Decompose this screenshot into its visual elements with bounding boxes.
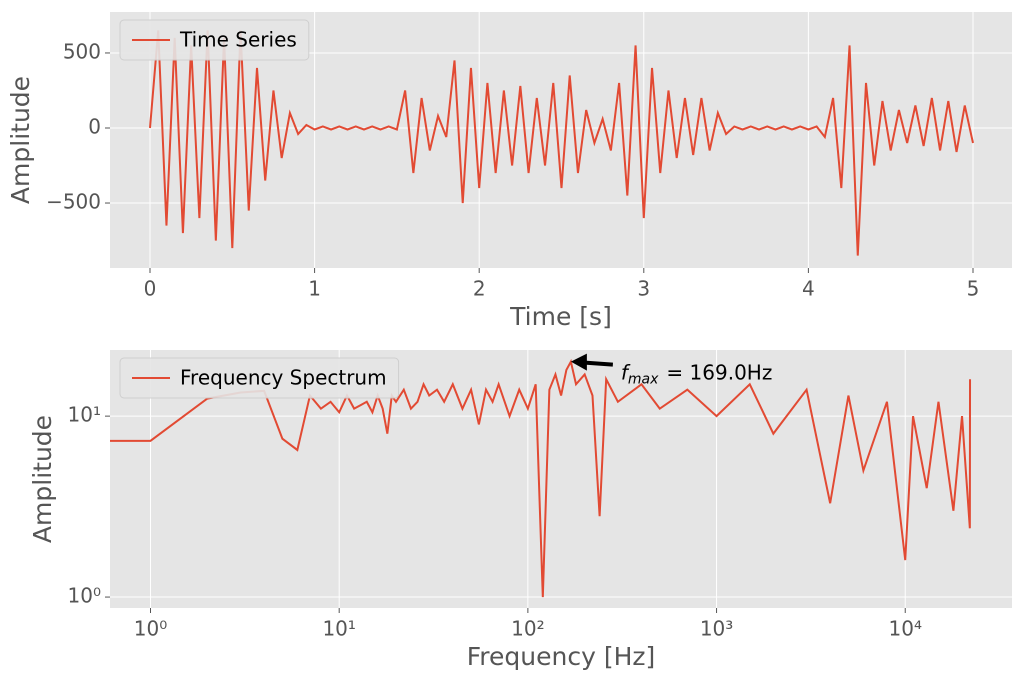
legend: Frequency Spectrum	[119, 357, 400, 399]
x-tick-label: 2	[473, 277, 486, 301]
y-axis-label: Amplitude	[28, 415, 57, 543]
y-tick-label: −500	[46, 190, 101, 214]
y-tick-label: 500	[63, 39, 101, 63]
annotation-symbol: f	[621, 360, 631, 384]
x-tick-label: 4	[802, 277, 815, 301]
x-tick-label: 5	[967, 277, 980, 301]
x-tick-label: 10⁴	[889, 617, 922, 641]
annotation-text: fmax = 169.0Hz	[621, 360, 772, 388]
y-axis-label: Amplitude	[6, 76, 35, 204]
series-line	[149, 30, 974, 256]
x-tick-label: 10³	[700, 617, 733, 641]
annotation-value: = 169.0Hz	[666, 360, 772, 384]
legend-box	[119, 357, 400, 399]
x-tick-label: 10¹	[322, 617, 355, 641]
x-tick-label: 10⁰	[134, 617, 167, 641]
x-tick-label: 1	[308, 277, 321, 301]
x-tick-label: 3	[637, 277, 650, 301]
x-tick-label: 10²	[511, 617, 544, 641]
annotation-arrow	[584, 360, 614, 367]
annotation-subscript: max	[628, 372, 659, 388]
legend-box	[119, 19, 310, 61]
legend: Time Series	[119, 19, 310, 61]
y-tick-label: 10⁰	[68, 584, 101, 608]
legend-label: Frequency Spectrum	[180, 366, 387, 390]
series-line	[110, 358, 972, 598]
x-tick-label: 0	[144, 277, 157, 301]
x-axis-label: Frequency [Hz]	[467, 642, 656, 671]
y-tick-label: 0	[88, 114, 101, 138]
y-tick-label: 10¹	[68, 403, 101, 427]
x-axis-label: Time [s]	[509, 302, 612, 331]
legend-label: Time Series	[179, 28, 297, 52]
annotation-arrowhead	[570, 353, 587, 371]
